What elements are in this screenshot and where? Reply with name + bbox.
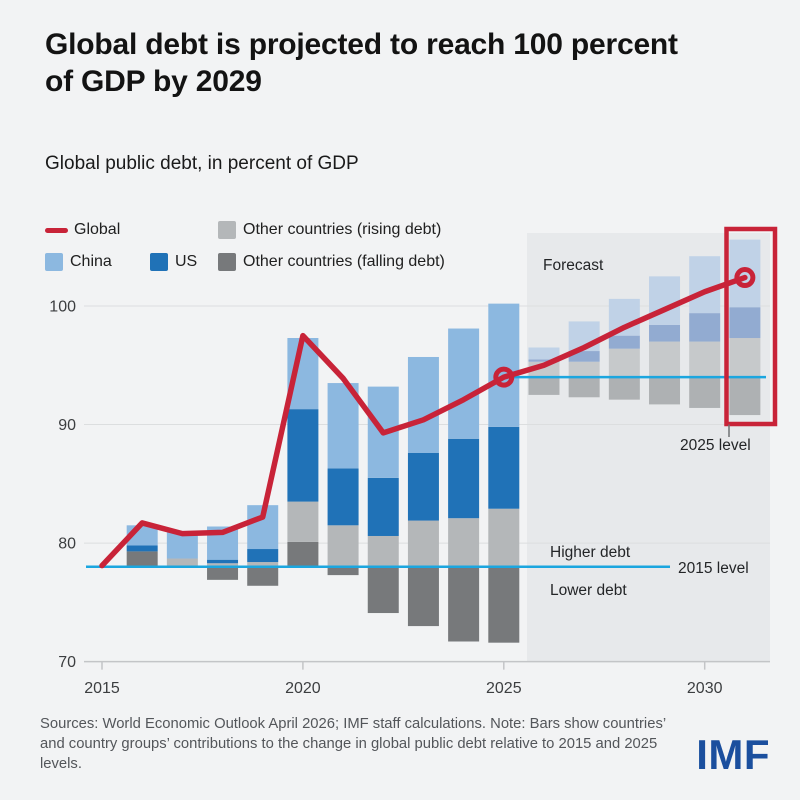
legend-item-falling: Other countries (falling debt): [218, 253, 445, 271]
bar-segment-us-2025: [488, 426, 520, 509]
bar-segment-rising-2027: [568, 361, 600, 378]
highlight-rect-2031: [724, 226, 778, 427]
bar-segment-falling-2027: [568, 377, 600, 398]
bar-segment-falling-2029: [649, 377, 681, 405]
lower-debt-label: Lower debt: [550, 582, 627, 599]
bar-segment-falling-2020: [287, 541, 319, 567]
bar-segment-falling-2024: [448, 566, 480, 642]
china-swatch: [45, 253, 63, 271]
bar-segment-china-2024: [448, 328, 480, 439]
falling-debt-swatch: [218, 253, 236, 271]
x-tick-label-2020: 2020: [285, 680, 321, 697]
imf-logo: IMF: [696, 731, 770, 778]
legend-label-us: US: [175, 253, 198, 270]
bar-segment-us-2021: [327, 468, 359, 526]
bar-segment-us-2026: [528, 359, 560, 362]
bar-segment-falling-2028: [608, 377, 640, 400]
bar-segment-us-2020: [287, 409, 319, 502]
bar-segment-rising-2029: [649, 341, 681, 378]
legend-item-us: US: [150, 253, 197, 271]
bar-segment-us-2028: [608, 335, 640, 349]
legend-item-global: Global: [45, 221, 120, 239]
bar-segment-rising-2022: [367, 535, 399, 567]
legend-item-china: China: [45, 253, 112, 271]
global-line-swatch: [45, 227, 68, 233]
bar-segment-falling-2023: [407, 566, 439, 627]
bar-segment-us-2022: [367, 477, 399, 536]
bar-segment-rising-2028: [608, 348, 640, 378]
legend-label-global: Global: [74, 221, 121, 238]
bar-segment-rising-2020: [287, 501, 319, 542]
forecast-label: Forecast: [543, 257, 604, 274]
bar-segment-rising-2019: [247, 562, 279, 567]
y-tick-label-100: 100: [49, 299, 76, 316]
bar-segment-china-2029: [649, 276, 681, 325]
x-tick-label-2015: 2015: [84, 680, 120, 697]
bar-segment-rising-2030: [689, 341, 721, 378]
bar-segment-falling-2019: [247, 566, 279, 586]
y-tick-label-80: 80: [58, 536, 76, 553]
bar-segment-china-2031: [729, 239, 761, 308]
x-tick-label-2030: 2030: [687, 680, 723, 697]
higher-debt-label: Higher debt: [550, 544, 631, 561]
bar-segment-rising-2023: [407, 520, 439, 567]
bar-segment-us-2019: [247, 549, 279, 563]
bar-segment-china-2026: [528, 347, 560, 360]
bar-segment-us-2016: [126, 545, 158, 552]
page-title: Global debt is projected to reach 100 pe…: [45, 26, 765, 100]
level-2015-label: 2015 level: [678, 560, 749, 577]
us-swatch: [150, 253, 168, 271]
x-tick-label-2025: 2025: [486, 680, 522, 697]
bar-segment-falling-2018: [207, 566, 239, 580]
bar-segment-falling-2016: [126, 551, 158, 567]
legend-label-rising: Other countries (rising debt): [243, 221, 442, 238]
bar-segment-falling-2025: [488, 566, 520, 643]
bar-segment-us-2030: [689, 313, 721, 342]
legend-item-rising: Other countries (rising debt): [218, 221, 441, 239]
page-title-line2: of GDP by 2029: [45, 65, 262, 98]
bar-segment-rising-2025: [488, 508, 520, 567]
bar-segment-falling-2031: [729, 377, 761, 416]
chart-subtitle: Global public debt, in percent of GDP: [45, 153, 359, 174]
legend-label-china: China: [70, 253, 112, 270]
bar-segment-us-2024: [448, 438, 480, 519]
bar-segment-us-2027: [568, 351, 600, 362]
bar-segment-china-2025: [488, 303, 520, 427]
source-note: Sources: World Economic Outlook April 20…: [40, 716, 666, 773]
bar-segment-rising-2018: [207, 563, 239, 567]
marker-2025: [493, 366, 515, 388]
bar-segment-china-2017: [166, 532, 198, 559]
marker-2031: [734, 267, 756, 289]
bar-segment-china-2030: [689, 256, 721, 314]
bar-segment-falling-2030: [689, 377, 721, 408]
rising-debt-swatch: [218, 221, 236, 239]
y-tick-label-90: 90: [58, 417, 76, 434]
bar-segment-rising-2031: [729, 338, 761, 378]
y-tick-label-70: 70: [58, 654, 76, 671]
bar-segment-china-2021: [327, 383, 359, 469]
bar-segment-falling-2026: [528, 377, 560, 395]
bar-segment-rising-2024: [448, 518, 480, 567]
level-2025-label: 2025 level: [680, 437, 751, 454]
bar-segment-rising-2021: [327, 525, 359, 567]
bar-segment-us-2023: [407, 453, 439, 521]
bar-segment-us-2031: [729, 307, 761, 339]
bar-segment-rising-2017: [166, 558, 198, 567]
bar-segment-us-2029: [649, 324, 681, 342]
bar-segment-falling-2021: [327, 566, 359, 576]
global-debt-line: [99, 274, 748, 569]
page-title-line1: Global debt is projected to reach 100 pe…: [45, 28, 678, 61]
bar-segment-falling-2022: [367, 566, 399, 614]
bar-segment-china-2023: [407, 356, 439, 454]
legend-label-falling: Other countries (falling debt): [243, 253, 445, 270]
bar-segment-us-2018: [207, 559, 239, 564]
